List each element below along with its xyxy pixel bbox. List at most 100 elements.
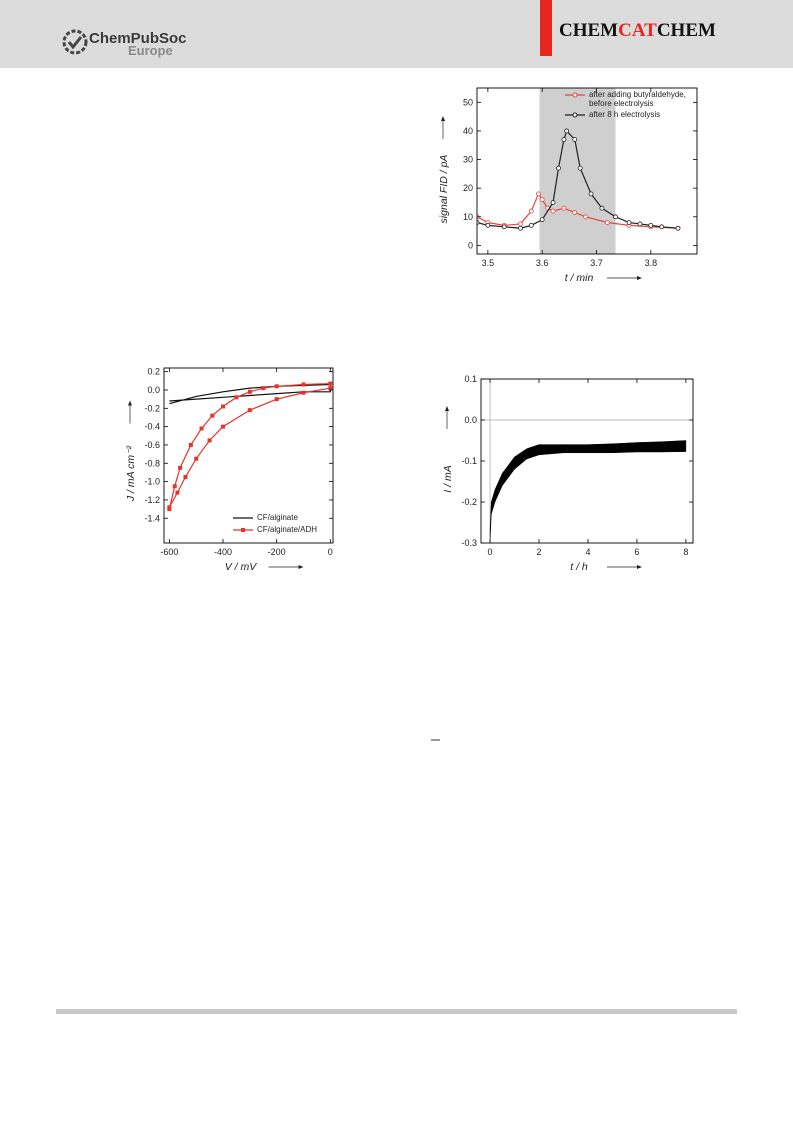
legend-label: CF/alginate [257, 513, 298, 522]
marker [247, 408, 252, 413]
x-tick-label: 2 [537, 547, 542, 557]
publisher-sub: Europe [128, 43, 173, 58]
plot-area [477, 88, 681, 254]
band-segment [491, 489, 496, 515]
marker [261, 386, 266, 391]
marker [572, 137, 578, 142]
marker [175, 490, 180, 495]
legend-marker [241, 528, 245, 532]
marker [518, 225, 523, 231]
band-segment [661, 440, 687, 453]
marker [535, 191, 541, 197]
axis-arrowhead [128, 400, 132, 406]
series-line [477, 192, 679, 229]
legend-label: after adding butyraldehyde, before elect… [589, 90, 686, 108]
band-segment [502, 456, 515, 487]
journal-bar [540, 0, 552, 56]
marker [477, 220, 480, 225]
band-segment [526, 444, 540, 460]
chart: 3.5 3.6 3.7 3.8 0 10 20 30 40 50 after adding buty… [438, 87, 698, 284]
y-tick-label: 10 [463, 212, 473, 222]
x-tick-label: 3.7 [590, 258, 603, 268]
marker [178, 465, 183, 470]
x-tick-label: 0 [488, 547, 493, 557]
x-tick-label: 3.5 [482, 258, 495, 268]
axes-frame [480, 378, 694, 544]
marker [188, 442, 193, 447]
axis-arrowhead [298, 565, 304, 569]
marker [207, 438, 212, 443]
legend-item: CF/alginate [257, 513, 298, 522]
marker [234, 395, 239, 400]
marker [274, 397, 279, 402]
x-axis-label: V / mV [225, 561, 258, 573]
marker [528, 208, 534, 214]
x-tick-label: -400 [214, 547, 232, 557]
marker [247, 389, 252, 394]
x-tick-label: 8 [683, 547, 688, 557]
x-axis-label: t / h [570, 561, 588, 573]
band-segment [494, 473, 503, 503]
marker [274, 384, 279, 389]
band-segment [563, 444, 589, 454]
marker [550, 208, 556, 214]
marker [183, 475, 188, 480]
y-tick-label: -0.8 [144, 458, 160, 468]
axis-arrowhead [445, 406, 449, 411]
x-tick-label: 6 [634, 547, 639, 557]
header-band [0, 0, 793, 68]
band-segment [538, 444, 564, 456]
logo-check [67, 36, 83, 50]
marker [301, 382, 306, 387]
x-tick-label: 4 [585, 547, 590, 557]
marker [583, 214, 589, 220]
marker [561, 205, 567, 211]
marker [675, 225, 681, 231]
y-axis-label: I / mA [442, 465, 454, 492]
y-tick-label: 20 [463, 183, 473, 193]
marker [221, 424, 226, 429]
y-tick-label: 0.2 [147, 367, 160, 377]
marker [613, 214, 618, 220]
marker [599, 205, 605, 211]
axes-frame [476, 87, 698, 255]
marker [528, 222, 534, 228]
y-tick-label: -1.0 [144, 477, 160, 487]
marker [550, 200, 556, 205]
marker [328, 386, 333, 391]
marker [637, 221, 643, 227]
plot-area [481, 379, 693, 543]
journal-part: CHEM [657, 20, 716, 41]
marker [501, 224, 507, 230]
x-tick-label: -600 [160, 547, 178, 557]
legend-item: after adding butyraldehyde, before elect… [589, 90, 686, 108]
y-tick-label: 40 [463, 126, 473, 136]
marker [210, 413, 215, 418]
x-axis-label: t / min [565, 272, 594, 284]
x-tick-label: 3.6 [536, 258, 549, 268]
legend-label: after 8 h electrolysis [589, 110, 661, 119]
marker [539, 217, 545, 223]
band-segment [587, 443, 613, 454]
marker [626, 220, 632, 225]
x-tick-label: 0 [328, 547, 333, 557]
x-tick-label: 3.8 [645, 258, 658, 268]
journal: CHEMCATCHEM [559, 20, 716, 41]
marker [301, 390, 306, 395]
series-line [168, 382, 331, 510]
marker [604, 220, 610, 225]
marker [194, 456, 199, 461]
y-tick-label: -1.2 [144, 495, 160, 505]
marker [539, 197, 545, 203]
marker [648, 222, 654, 228]
marker [328, 381, 333, 386]
y-tick-label: 0 [468, 240, 473, 250]
plot-area [167, 381, 333, 512]
marker [561, 137, 567, 142]
marker [518, 221, 523, 227]
axis-arrowhead [637, 565, 642, 569]
axis-arrowhead [637, 276, 642, 280]
chart: -600 -400 -200 0 0.2 0.0 -0.2 -0.4 -0.6 -0.8 -1.0 -… [125, 367, 334, 573]
